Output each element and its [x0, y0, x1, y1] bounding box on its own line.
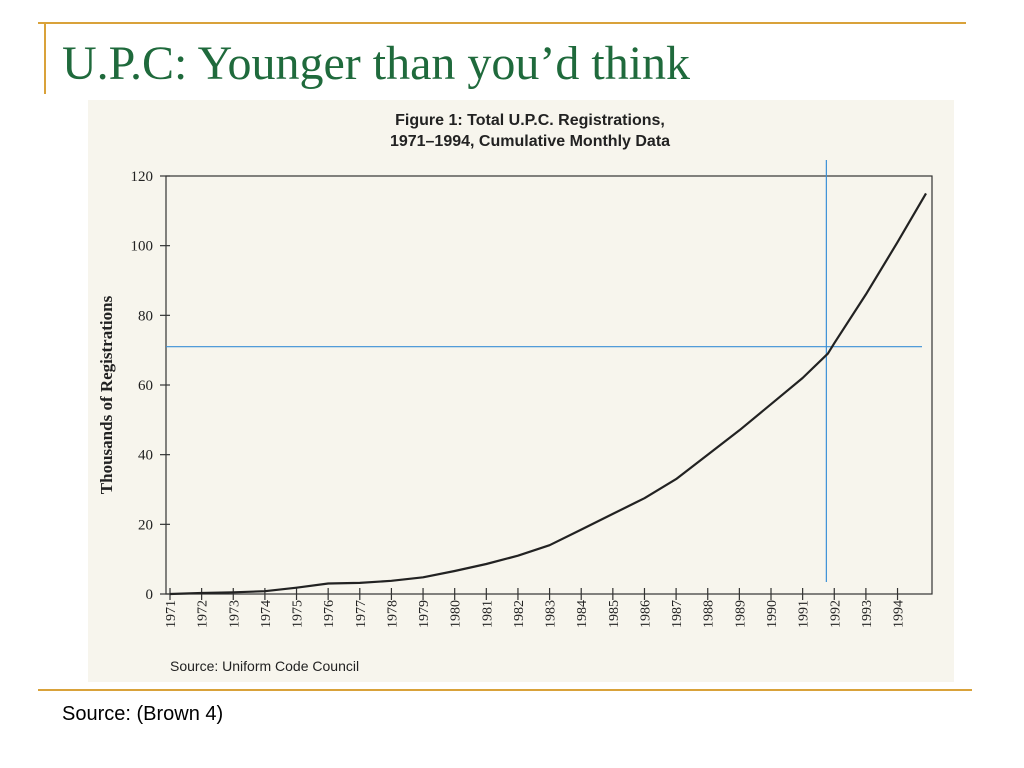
x-tick-label: 1994	[892, 600, 907, 628]
figure-source: Source: Uniform Code Council	[170, 658, 359, 674]
y-axis-label: Thousands of Registrations	[97, 295, 116, 494]
x-tick-label: 1977	[354, 600, 369, 628]
x-tick-label: 1972	[196, 600, 211, 628]
y-axis-ticks: 0 20 40 60 80 100 120	[131, 169, 170, 603]
figure-title-line-1: Figure 1: Total U.P.C. Registrations,	[395, 112, 665, 129]
x-tick-label: 1980	[449, 600, 464, 628]
y-tick-label: 100	[131, 239, 154, 255]
y-tick-label: 60	[138, 378, 153, 394]
bottom-rule	[38, 689, 972, 691]
left-rule	[44, 22, 46, 94]
x-tick-label: 1971	[164, 600, 179, 628]
x-tick-label: 1982	[512, 600, 527, 628]
x-tick-label: 1988	[702, 600, 717, 628]
scanned-figure-panel	[88, 100, 954, 682]
x-tick-label: 1992	[828, 600, 843, 628]
x-tick-label: 1991	[797, 600, 812, 628]
plot-frame	[165, 175, 933, 595]
x-tick-label: 1983	[544, 600, 559, 628]
y-tick-label: 20	[138, 517, 153, 533]
x-tick-label: 1985	[607, 600, 622, 628]
top-rule	[38, 22, 966, 24]
x-tick-label: 1986	[638, 600, 653, 628]
figure-title: Figure 1: Total U.P.C. Registrations, 19…	[300, 110, 760, 152]
x-tick-label: 1993	[860, 600, 875, 628]
y-tick-label: 0	[146, 587, 154, 603]
series-line	[169, 192, 927, 596]
x-tick-label: 1981	[480, 600, 495, 628]
y-tick-label: 80	[138, 308, 153, 324]
x-tick-label: 1974	[259, 600, 274, 628]
x-tick-label: 1984	[575, 600, 590, 628]
x-tick-label: 1975	[291, 600, 306, 628]
reference-lines	[166, 160, 922, 582]
x-tick-label: 1976	[322, 600, 337, 628]
figure-title-line-2: 1971–1994, Cumulative Monthly Data	[389, 133, 671, 150]
x-tick-label: 1989	[733, 600, 748, 628]
x-tick-label: 1973	[227, 600, 242, 628]
slide-title: U.P.C: Younger than you’d think	[62, 37, 691, 90]
x-tick-label: 1990	[765, 600, 780, 628]
x-tick-label: 1978	[385, 600, 400, 628]
x-axis-ticks: 1971 1972 1973 1974 1975 1976 1977 1978 1979 1980…	[164, 588, 907, 628]
x-tick-label: 1987	[670, 600, 685, 628]
y-tick-label: 40	[138, 448, 153, 464]
x-tick-label: 1979	[417, 600, 432, 628]
y-tick-label: 120	[131, 169, 154, 185]
slide-source: Source: (Brown 4)	[62, 703, 224, 725]
